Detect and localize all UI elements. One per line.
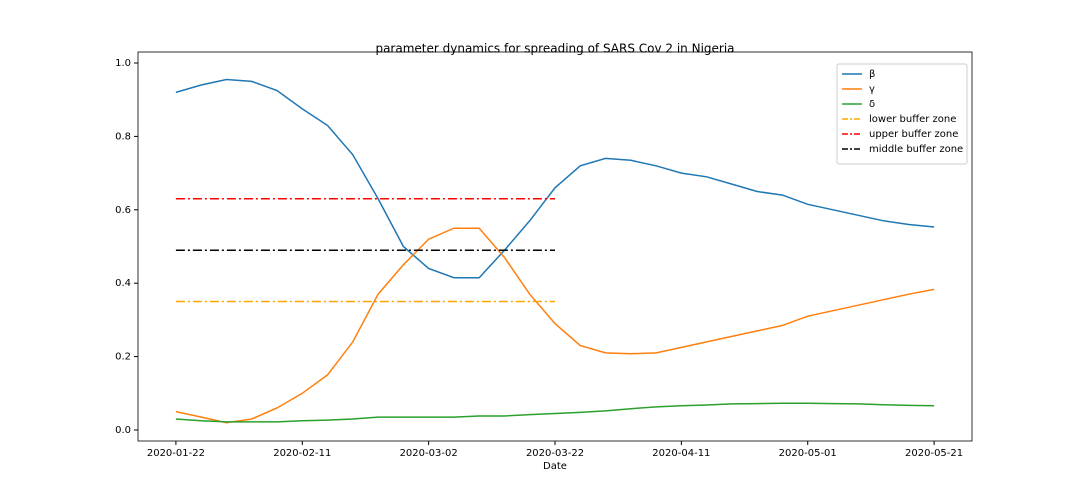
legend-label: upper buffer zone	[869, 129, 958, 140]
y-tick-label: 0.4	[115, 278, 131, 289]
chart-title: parameter dynamics for spreading of SARS…	[375, 42, 734, 56]
series-line	[175, 78, 935, 279]
legend-box	[836, 63, 968, 165]
series-line	[175, 227, 935, 424]
x-tick-label: 2020-04-11	[652, 448, 710, 459]
series-line	[175, 402, 935, 423]
x-tick-label: 2020-05-21	[905, 448, 963, 459]
legend-label: middle buffer zone	[869, 144, 963, 155]
x-tick-label: 2020-03-02	[400, 448, 458, 459]
y-tick-label: 0.8	[115, 131, 131, 142]
y-tick-label: 0.2	[115, 352, 131, 363]
x-tick-label: 2020-01-22	[147, 448, 205, 459]
x-tick-label: 2020-05-01	[779, 448, 837, 459]
plot-frame	[137, 51, 973, 442]
legend-label: δ	[869, 99, 875, 110]
y-tick-label: 0.6	[115, 205, 131, 216]
y-tick-label: 0.0	[115, 425, 131, 436]
x-axis-label: Date	[543, 461, 567, 472]
legend-label: β	[869, 69, 875, 80]
legend-label: lower buffer zone	[869, 114, 956, 125]
y-tick-label: 1.0	[115, 58, 131, 69]
x-tick-label: 2020-02-11	[273, 448, 331, 459]
legend-label: γ	[869, 84, 875, 95]
x-tick-label: 2020-03-22	[526, 448, 584, 459]
